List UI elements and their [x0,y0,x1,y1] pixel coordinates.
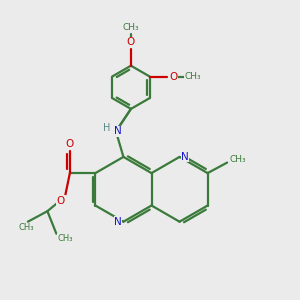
Text: CH₃: CH₃ [184,72,201,81]
Text: N: N [181,152,189,162]
Text: CH₃: CH₃ [19,223,34,232]
Text: CH₃: CH₃ [123,22,139,32]
Text: O: O [57,196,65,206]
Text: CH₃: CH₃ [229,155,246,164]
Text: H: H [103,123,110,133]
Text: O: O [66,139,74,149]
Text: N: N [114,217,122,227]
Text: O: O [127,37,135,47]
Text: O: O [169,71,178,82]
Text: N: N [114,126,121,136]
Text: CH₃: CH₃ [58,234,73,243]
